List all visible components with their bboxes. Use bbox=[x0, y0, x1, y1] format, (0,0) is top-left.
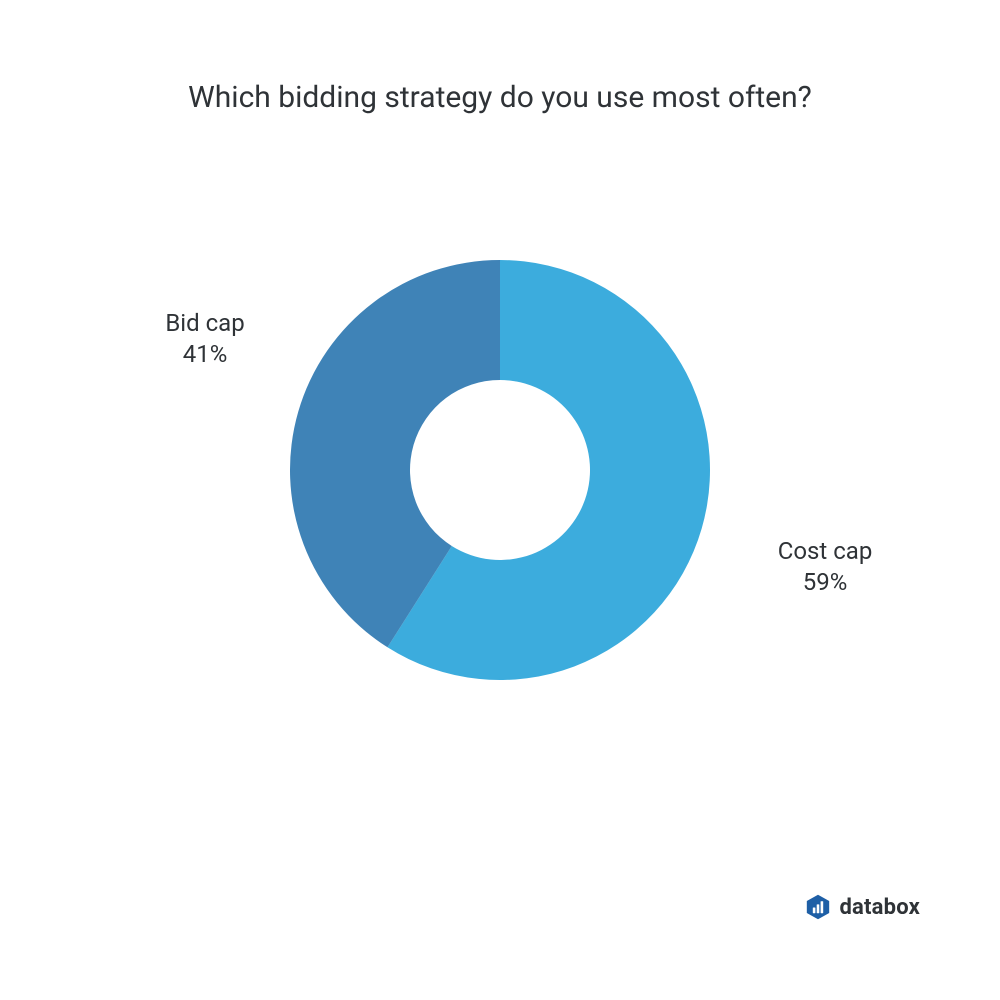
chart-title: Which bidding strategy do you use most o… bbox=[0, 80, 1000, 115]
slice-label-text: Cost cap bbox=[750, 536, 900, 567]
brand-name: databox bbox=[839, 895, 920, 920]
brand-logo: databox bbox=[805, 894, 920, 920]
slice-value-text: 41% bbox=[120, 339, 290, 370]
chart-container: Which bidding strategy do you use most o… bbox=[0, 0, 1000, 1000]
databox-icon bbox=[805, 894, 831, 920]
slice-label-bid-cap: Bid cap 41% bbox=[120, 308, 290, 370]
slice-label-cost-cap: Cost cap 59% bbox=[750, 536, 900, 598]
donut-chart bbox=[290, 260, 710, 680]
slice-label-text: Bid cap bbox=[120, 308, 290, 339]
slice-value-text: 59% bbox=[750, 567, 900, 598]
